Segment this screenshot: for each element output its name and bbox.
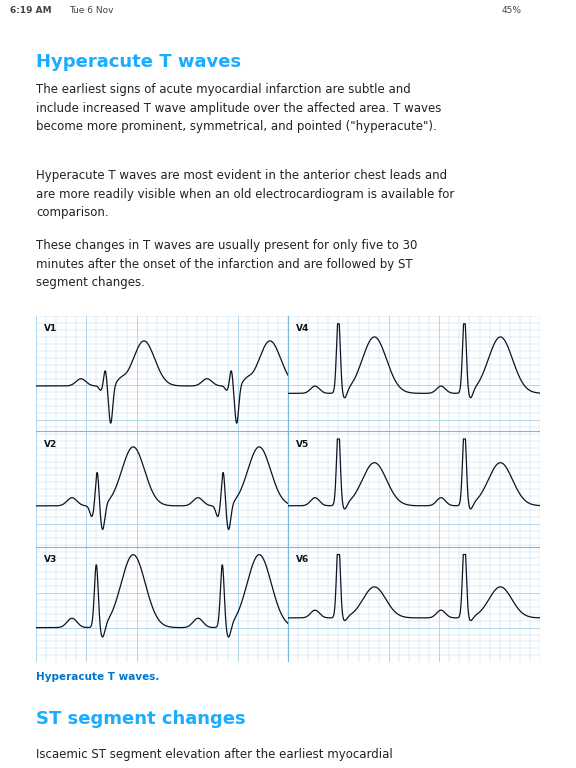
Text: Hyperacute T waves: Hyperacute T waves (36, 54, 241, 71)
Text: V5: V5 (295, 439, 309, 449)
Text: Iscaemic ST segment elevation after the earliest myocardial: Iscaemic ST segment elevation after the … (36, 748, 393, 761)
Text: V3: V3 (44, 555, 57, 564)
Text: The earliest signs of acute myocardial infarction are subtle and
include increas: The earliest signs of acute myocardial i… (36, 84, 441, 134)
Text: Tue 6 Nov: Tue 6 Nov (69, 6, 113, 15)
Text: These changes in T waves are usually present for only five to 30
minutes after t: These changes in T waves are usually pre… (36, 239, 418, 289)
Text: V6: V6 (295, 555, 309, 564)
Text: V1: V1 (44, 324, 57, 333)
Text: ST segment changes: ST segment changes (36, 710, 245, 728)
Text: Hyperacute T waves are most evident in the anterior chest leads and
are more rea: Hyperacute T waves are most evident in t… (36, 169, 454, 219)
Text: V2: V2 (44, 439, 57, 449)
Text: Hyperacute T waves.: Hyperacute T waves. (36, 672, 160, 682)
Text: 6:19 AM: 6:19 AM (10, 6, 52, 15)
Text: V4: V4 (295, 324, 309, 333)
Text: 45%: 45% (501, 6, 521, 15)
